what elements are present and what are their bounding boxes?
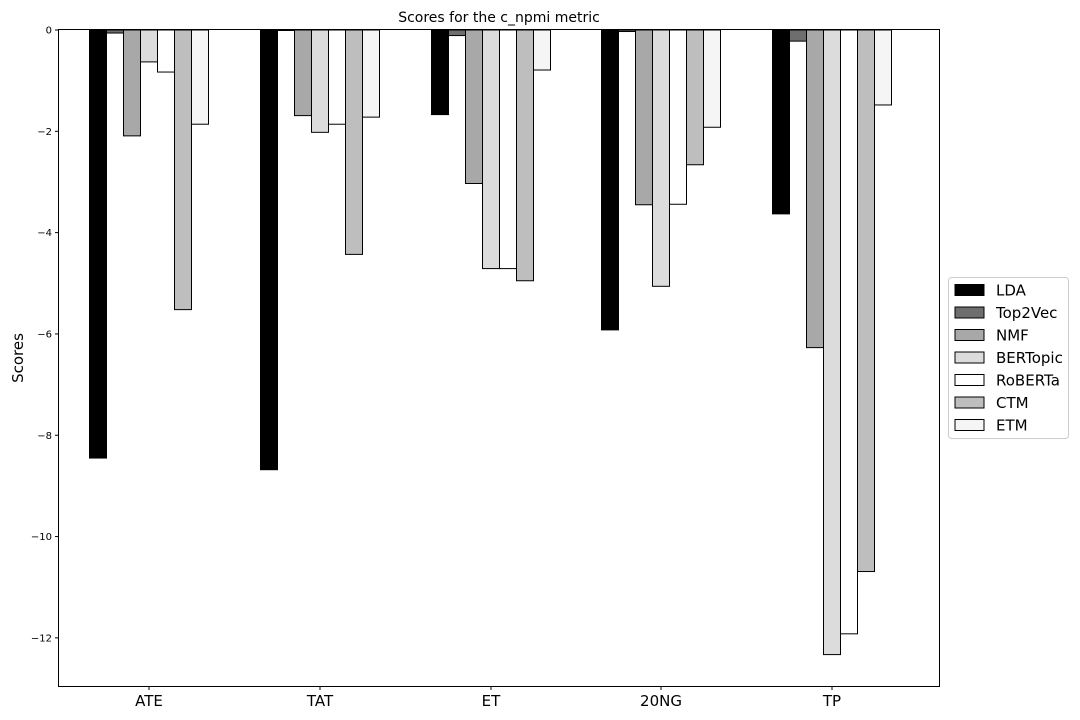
y-tick-label: −12 <box>31 633 52 644</box>
x-tick-label: ATE <box>135 692 163 710</box>
bar-lda-ate <box>89 29 107 459</box>
bar-nmf-20ng <box>635 29 653 206</box>
bar-ctm-ate <box>174 29 192 311</box>
legend: LDA Top2Vec NMF BERTopic RoBERTa CTM ETM <box>948 277 1069 439</box>
bar-top2vec-tp <box>789 29 807 42</box>
legend-swatch-bertopic <box>954 351 985 364</box>
bar-ctm-tp <box>857 29 875 573</box>
bar-lda-20ng <box>601 29 619 331</box>
y-axis: 0 −2 −4 −6 −8 −10 −12 <box>31 26 59 644</box>
bar-etm-et <box>533 29 551 71</box>
bar-bertopic-20ng <box>652 29 670 287</box>
bar-nmf-tat <box>294 29 312 117</box>
bar-lda-tp <box>772 29 790 215</box>
chart-title: Scores for the c_npmi metric <box>398 10 600 26</box>
bar-ctm-tat <box>345 29 363 255</box>
bar-etm-20ng <box>703 29 721 128</box>
x-tick-label: TP <box>822 692 841 710</box>
bar-etm-tp <box>874 29 892 106</box>
y-tick-label: −2 <box>37 127 52 138</box>
legend-swatch-nmf <box>954 329 985 341</box>
bar-nmf-tp <box>806 29 824 349</box>
y-tick-label: 0 <box>46 26 52 37</box>
bar-nmf-et <box>465 29 483 184</box>
legend-label-etm: ETM <box>996 417 1028 435</box>
y-tick-label: −4 <box>37 228 52 239</box>
bar-lda-et <box>431 29 449 116</box>
bar-top2vec-ate <box>106 29 124 34</box>
legend-label-top2vec: Top2Vec <box>995 304 1057 322</box>
bar-roberta-tp <box>840 29 858 635</box>
bar-bertopic-tat <box>311 29 329 133</box>
legend-label-ctm: CTM <box>996 394 1029 412</box>
bars-layer <box>89 29 892 656</box>
bar-etm-tat <box>362 29 380 118</box>
y-tick-label: −8 <box>37 431 52 442</box>
legend-swatch-roberta <box>954 374 985 386</box>
x-tick-label: 20NG <box>640 692 682 710</box>
bar-top2vec-et <box>448 29 466 37</box>
legend-swatch-lda <box>954 284 985 296</box>
y-tick-label: −6 <box>37 329 52 340</box>
legend-swatch-top2vec <box>954 306 985 319</box>
legend-swatch-etm <box>954 419 985 431</box>
legend-label-roberta: RoBERTa <box>996 372 1060 390</box>
bar-ctm-et <box>516 29 534 282</box>
bar-lda-tat <box>260 29 278 471</box>
bar-ctm-20ng <box>686 29 704 166</box>
x-tick-label: TAT <box>306 692 334 710</box>
x-axis: ATE TAT ET 20NG TP <box>135 686 841 710</box>
x-tick-label: ET <box>482 692 501 710</box>
bar-roberta-20ng <box>669 29 687 205</box>
bar-bertopic-et <box>482 29 500 270</box>
bar-nmf-ate <box>123 29 141 137</box>
bar-bertopic-tp <box>823 29 841 656</box>
bar-top2vec-tat <box>277 29 295 31</box>
bar-roberta-tat <box>328 29 346 125</box>
legend-label-nmf: NMF <box>996 327 1029 345</box>
bar-roberta-et <box>499 29 517 270</box>
plot-frame <box>58 29 940 687</box>
legend-swatch-ctm <box>954 396 985 409</box>
y-tick-label: −10 <box>31 532 52 543</box>
bar-top2vec-20ng <box>618 29 636 33</box>
y-axis-label: Scores <box>9 333 27 383</box>
bar-bertopic-ate <box>140 29 158 63</box>
bar-etm-ate <box>191 29 209 125</box>
bar-roberta-ate <box>157 29 175 73</box>
legend-label-lda: LDA <box>996 282 1027 300</box>
legend-label-bertopic: BERTopic <box>996 349 1063 367</box>
